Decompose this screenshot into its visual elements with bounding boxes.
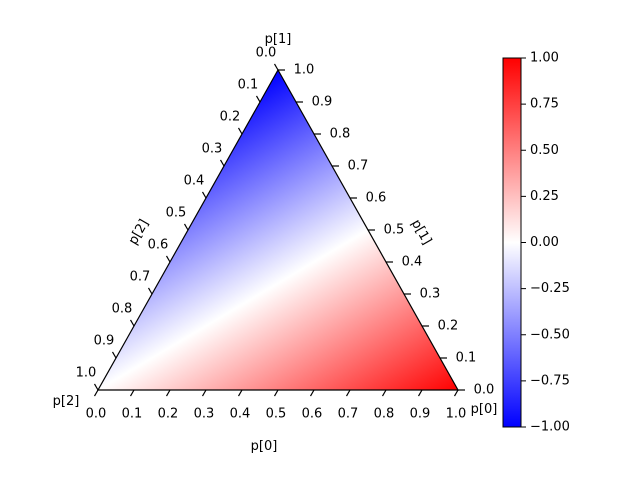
colorbar-ticks: 1.00 0.75 0.50 0.25 0.00 −0.25 −0.50 −0.75 −1.00 xyxy=(521,51,570,435)
bottom-axis-tick xyxy=(273,389,279,397)
bottom-axis-tick-label: 0.2 xyxy=(158,407,179,422)
bottom-axis-tick xyxy=(129,389,135,397)
bottom-axis-tick xyxy=(381,389,387,397)
left-axis-tick-label: 0.4 xyxy=(184,174,205,189)
bottom-axis-tick-label: 0.8 xyxy=(374,407,395,422)
left-axis-tick xyxy=(93,383,99,391)
right-axis-tick-label: 1.0 xyxy=(294,63,315,78)
bottom-axis-tick-label: 0.1 xyxy=(122,407,143,422)
left-axis-tick-label: 0.7 xyxy=(130,270,151,285)
colorbar-tick-label: 0.25 xyxy=(530,189,559,204)
left-axis-tick-label: 0.6 xyxy=(148,238,169,253)
colorbar-tick-label: −1.00 xyxy=(530,420,570,435)
left-axis-tick xyxy=(129,319,135,327)
left-axis-tick-label: 0.1 xyxy=(238,78,259,93)
colorbar: 1.00 0.75 0.50 0.25 0.00 −0.25 −0.50 −0.75 −1.00 xyxy=(502,51,570,435)
left-axis-tick xyxy=(273,63,279,71)
bottom-axis-tick-label: 0.3 xyxy=(194,407,215,422)
colorbar-tick-label: 0.00 xyxy=(530,235,559,250)
corner-label-bottom-left: p[2] xyxy=(53,394,80,409)
left-axis-tick-label: 0.5 xyxy=(166,206,187,221)
left-axis-tick xyxy=(147,287,153,295)
right-axis-tick-label: 0.8 xyxy=(330,127,351,142)
left-axis-tick-label: 1.0 xyxy=(76,366,97,381)
colorbar-tick-label: −0.50 xyxy=(530,327,570,342)
left-axis-tick xyxy=(201,191,207,199)
left-axis-tick xyxy=(255,95,261,103)
colorbar-tick-label: 1.00 xyxy=(530,51,559,66)
left-axis-tick xyxy=(183,223,189,231)
left-axis-tick xyxy=(219,159,225,167)
right-axis-tick-label: 0.0 xyxy=(474,383,495,398)
right-axis-tick-label: 0.6 xyxy=(366,191,387,206)
bottom-axis-tick xyxy=(165,389,171,397)
bottom-axis-tick xyxy=(237,389,243,397)
right-axis-tick-label: 0.1 xyxy=(456,351,477,366)
ternary-plot: 0.0 0.1 0.2 0.3 0.4 0.5 0.6 0.7 0.8 0.9 1.0 0.0 0.1… xyxy=(53,32,498,454)
colorbar-tick-label: 0.75 xyxy=(530,97,559,112)
colorbar-tick-label: −0.25 xyxy=(530,281,570,296)
corner-label-bottom-right: p[0] xyxy=(471,402,498,417)
left-axis-tick-label: 0.0 xyxy=(256,46,277,61)
left-axis-tick xyxy=(111,351,117,359)
ternary-heatmap-field xyxy=(98,70,458,390)
right-axis-tick-label: 0.2 xyxy=(438,319,459,334)
bottom-axis-tick xyxy=(345,389,351,397)
bottom-axis-tick xyxy=(309,389,315,397)
right-axis-ticks: 0.0 0.1 0.2 0.3 0.4 0.5 0.6 0.7 0.8 0.9 1.0 xyxy=(278,63,494,398)
bottom-axis-label: p[0] xyxy=(251,439,278,454)
colorbar-gradient xyxy=(502,57,522,428)
right-axis-tick-label: 0.9 xyxy=(312,95,333,110)
left-axis-tick-label: 0.8 xyxy=(112,302,133,317)
bottom-axis-tick-label: 0.7 xyxy=(338,407,359,422)
bottom-axis-tick-label: 0.6 xyxy=(302,407,323,422)
bottom-axis-tick-label: 0.0 xyxy=(86,407,107,422)
colorbar-tick-label: −0.75 xyxy=(530,373,570,388)
bottom-axis-tick-label: 0.4 xyxy=(230,407,251,422)
left-axis-tick-label: 0.9 xyxy=(94,334,115,349)
corner-label-top: p[1] xyxy=(265,32,292,47)
right-axis-tick-label: 0.7 xyxy=(348,159,369,174)
bottom-axis-tick xyxy=(93,389,99,397)
bottom-axis-tick xyxy=(201,389,207,397)
bottom-axis-tick xyxy=(417,389,423,397)
bottom-axis-tick-label: 1.0 xyxy=(446,407,467,422)
left-axis-tick xyxy=(237,127,243,135)
left-axis-tick xyxy=(165,255,171,263)
right-axis-tick-label: 0.5 xyxy=(384,223,405,238)
bottom-axis-tick-label: 0.9 xyxy=(410,407,431,422)
left-axis-ticks: 0.0 0.1 0.2 0.3 0.4 0.5 0.6 0.7 0.8 0.9 1.0 xyxy=(76,46,279,391)
left-axis-tick-label: 0.2 xyxy=(220,110,241,125)
bottom-axis-tick-label: 0.5 xyxy=(266,407,287,422)
bottom-axis-tick xyxy=(453,389,459,397)
right-axis-label: p[1] xyxy=(408,217,434,248)
right-axis-tick-label: 0.4 xyxy=(402,255,423,270)
left-axis-tick-label: 0.3 xyxy=(202,142,223,157)
bottom-axis-ticks: 0.0 0.1 0.2 0.3 0.4 0.5 0.6 0.7 0.8 0.9 1.0 xyxy=(86,389,467,422)
colorbar-tick-label: 0.50 xyxy=(530,143,559,158)
right-axis-tick-label: 0.3 xyxy=(420,287,441,302)
